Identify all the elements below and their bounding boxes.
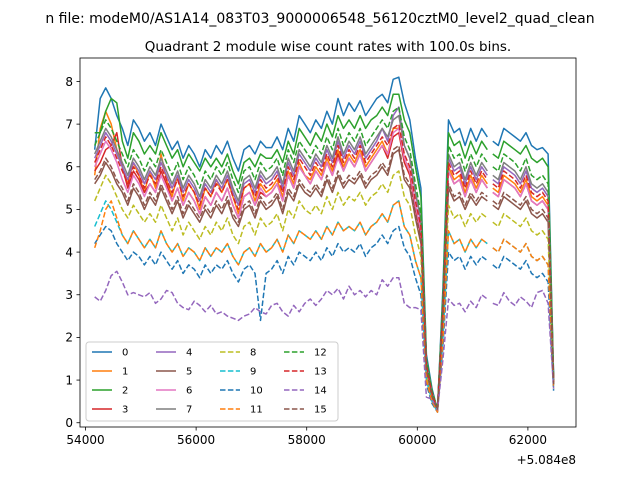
x-tick-label: 60000 xyxy=(398,433,436,447)
y-tick-label: 4 xyxy=(65,245,73,259)
x-tick-label: 62000 xyxy=(509,433,547,447)
axes-frame xyxy=(79,57,577,428)
legend-label-2: 2 xyxy=(122,386,128,397)
series-line-15 xyxy=(94,144,555,411)
legend-label-12: 12 xyxy=(314,348,327,359)
legend-box xyxy=(85,341,339,422)
legend-label-3: 3 xyxy=(122,405,128,416)
legend-label-1: 1 xyxy=(122,367,128,378)
x-tick-label: 56000 xyxy=(177,433,215,447)
x-tick-label: 58000 xyxy=(288,433,326,447)
y-tick-label: 2 xyxy=(65,331,73,345)
series-line-11 xyxy=(93,200,555,413)
legend-label-9: 9 xyxy=(250,367,256,378)
legend-label-6: 6 xyxy=(186,386,192,397)
y-tick-label: 6 xyxy=(65,160,73,174)
legend-label-10: 10 xyxy=(250,386,263,397)
x-offset-text: +5.084e8 xyxy=(517,453,576,467)
legend-label-7: 7 xyxy=(186,405,192,416)
legend-label-0: 0 xyxy=(122,348,128,359)
y-tick-label: 7 xyxy=(65,117,73,131)
legend-label-4: 4 xyxy=(186,348,192,359)
series-line-12 xyxy=(94,106,555,409)
legend-label-14: 14 xyxy=(314,386,327,397)
y-tick-label: 8 xyxy=(65,75,73,89)
series-line-10 xyxy=(94,225,555,413)
legend-label-11: 11 xyxy=(250,405,263,416)
y-tick-label: 1 xyxy=(65,373,73,387)
x-tick-label: 54000 xyxy=(66,433,104,447)
legend-label-5: 5 xyxy=(186,367,192,378)
legend-label-8: 8 xyxy=(250,348,256,359)
series-line-8 xyxy=(94,170,555,411)
series-line-14 xyxy=(94,270,555,411)
series-layer xyxy=(93,76,555,413)
figure-suptitle: n file: modeM0/AS1A14_083T03_9000006548_… xyxy=(45,11,594,27)
legend-label-15: 15 xyxy=(314,405,327,416)
y-tick-label: 5 xyxy=(65,203,73,217)
y-tick-label: 0 xyxy=(65,416,73,430)
chart-title: Quadrant 2 module wise count rates with … xyxy=(145,39,511,55)
y-tick-label: 3 xyxy=(65,288,73,302)
legend-label-13: 13 xyxy=(314,367,327,378)
